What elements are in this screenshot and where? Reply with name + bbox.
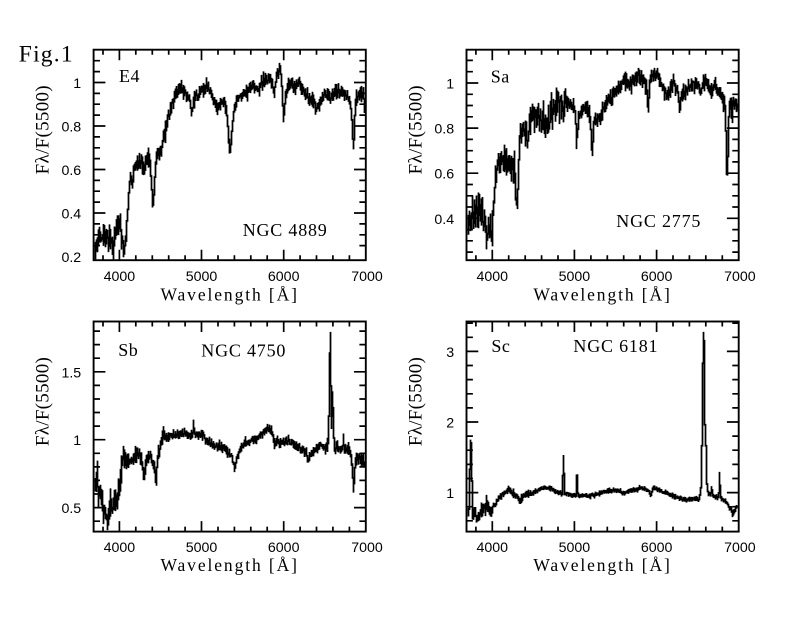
svg-text:1: 1 (446, 486, 454, 502)
svg-text:0.8: 0.8 (434, 122, 454, 138)
svg-text:1.5: 1.5 (61, 365, 81, 381)
svg-text:1: 1 (73, 76, 81, 92)
svg-text:0.6: 0.6 (434, 167, 454, 183)
svg-text:0.6: 0.6 (61, 163, 81, 179)
svg-text:Sc: Sc (491, 336, 510, 356)
svg-text:0.2: 0.2 (61, 250, 81, 266)
svg-text:NGC 6181: NGC 6181 (573, 336, 658, 356)
svg-text:Sb: Sb (118, 340, 138, 360)
svg-text:6000: 6000 (641, 269, 673, 285)
svg-text:6000: 6000 (268, 269, 300, 285)
svg-text:7000: 7000 (724, 269, 756, 285)
svg-text:6000: 6000 (641, 540, 673, 556)
svg-text:NGC 4750: NGC 4750 (201, 340, 286, 360)
svg-text:E4: E4 (119, 66, 140, 86)
svg-text:Fλ/F(5500): Fλ/F(5500) (33, 85, 54, 174)
svg-text:Wavelength [Å]: Wavelength [Å] (160, 555, 298, 575)
svg-text:5000: 5000 (186, 540, 218, 556)
svg-text:Fig.1: Fig.1 (19, 42, 74, 68)
svg-text:0.4: 0.4 (61, 207, 81, 223)
svg-text:7000: 7000 (351, 269, 383, 285)
svg-text:Wavelength [Å]: Wavelength [Å] (160, 284, 298, 304)
svg-text:3: 3 (446, 345, 454, 361)
svg-text:0.4: 0.4 (434, 212, 454, 228)
svg-text:NGC 2775: NGC 2775 (616, 211, 701, 231)
svg-text:0.8: 0.8 (61, 120, 81, 136)
svg-text:4000: 4000 (104, 540, 136, 556)
svg-text:1: 1 (446, 77, 454, 93)
svg-text:Fλ/F(5500): Fλ/F(5500) (33, 357, 54, 446)
svg-text:1: 1 (73, 433, 81, 449)
svg-text:4000: 4000 (104, 269, 136, 285)
svg-text:0.5: 0.5 (61, 501, 81, 517)
svg-text:Fλ/F(5500): Fλ/F(5500) (405, 85, 426, 174)
svg-text:Sa: Sa (491, 66, 510, 86)
svg-text:5000: 5000 (559, 269, 591, 285)
svg-text:Wavelength [Å]: Wavelength [Å] (533, 555, 671, 575)
svg-text:4000: 4000 (477, 269, 509, 285)
svg-text:5000: 5000 (186, 269, 218, 285)
svg-text:7000: 7000 (724, 540, 756, 556)
svg-text:2: 2 (446, 416, 454, 432)
svg-text:Wavelength [Å]: Wavelength [Å] (533, 284, 671, 304)
svg-text:Fλ/F(5500): Fλ/F(5500) (405, 357, 426, 446)
svg-text:6000: 6000 (268, 540, 300, 556)
svg-text:4000: 4000 (477, 540, 509, 556)
svg-text:7000: 7000 (351, 540, 383, 556)
svg-text:5000: 5000 (559, 540, 591, 556)
svg-text:NGC 4889: NGC 4889 (243, 220, 328, 240)
